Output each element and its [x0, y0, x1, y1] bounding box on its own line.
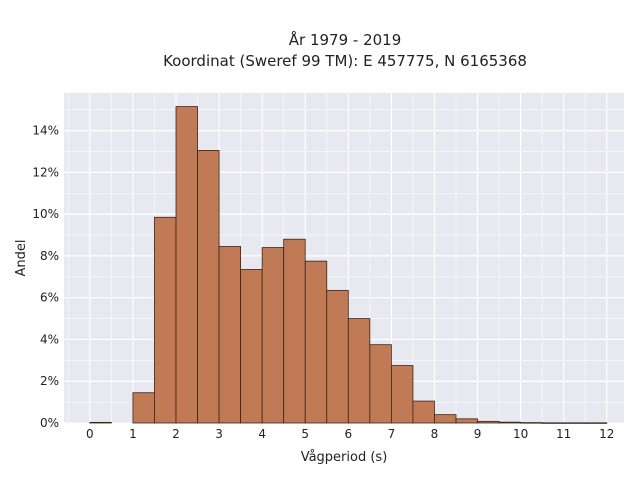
histogram-bar: [175, 106, 198, 424]
y-axis-ticks: 0% 2% 4% 6% 8% 10% 12% 14%: [32, 124, 59, 430]
y-tick-label: 8%: [40, 249, 59, 263]
x-tick-label: 1: [129, 427, 137, 441]
x-tick-label: 0: [86, 427, 94, 441]
histogram-bar: [197, 150, 220, 424]
histogram-bar: [240, 269, 263, 424]
y-tick-label: 10%: [32, 207, 59, 221]
histogram-bar: [347, 318, 371, 424]
histogram-bar: [326, 289, 349, 424]
histogram-bar: [412, 400, 435, 424]
y-tick-label: 6%: [40, 291, 59, 305]
x-axis-label: Vågperiod (s): [301, 450, 388, 465]
x-tick-label: 7: [388, 427, 396, 441]
histogram-bars: [89, 106, 608, 424]
histogram-bar: [132, 392, 155, 424]
histogram-bar: [455, 418, 478, 424]
chart-title-line1: År 1979 - 2019: [289, 30, 402, 49]
x-tick-label: 12: [599, 427, 614, 441]
histogram-bar: [89, 421, 112, 424]
histogram-bar: [261, 247, 285, 424]
histogram-bar: [390, 365, 414, 424]
y-tick-label: 14%: [32, 124, 59, 138]
histogram-bar: [541, 422, 565, 424]
histogram-bar: [218, 246, 242, 424]
histogram-bar: [434, 414, 457, 424]
x-tick-label: 9: [474, 427, 482, 441]
histogram-bar: [369, 344, 392, 424]
x-tick-label: 11: [556, 427, 571, 441]
histogram-bar: [304, 260, 328, 424]
x-tick-label: 4: [258, 427, 266, 441]
x-tick-label: 8: [431, 427, 439, 441]
histogram-bar: [584, 422, 608, 424]
y-tick-label: 2%: [40, 374, 59, 388]
x-tick-label: 10: [513, 427, 528, 441]
y-tick-label: 0%: [40, 416, 59, 430]
histogram-bar: [154, 216, 177, 424]
x-tick-label: 2: [172, 427, 180, 441]
x-tick-label: 5: [301, 427, 309, 441]
x-tick-label: 3: [215, 427, 223, 441]
histogram-bar: [498, 421, 522, 424]
histogram-bar: [520, 422, 543, 424]
histogram-bar: [563, 422, 586, 424]
x-tick-label: 6: [344, 427, 352, 441]
y-tick-label: 4%: [40, 332, 59, 346]
histogram-bar: [477, 420, 500, 424]
y-axis-label: Andel: [14, 240, 29, 277]
y-tick-label: 12%: [32, 165, 59, 179]
chart-title-line2: Koordinat (Sweref 99 TM): E 457775, N 61…: [163, 52, 527, 70]
histogram-bar: [283, 238, 306, 424]
x-axis-ticks: 0 1 2 3 4 5 6 7 8 9 10 11 12: [86, 427, 614, 441]
